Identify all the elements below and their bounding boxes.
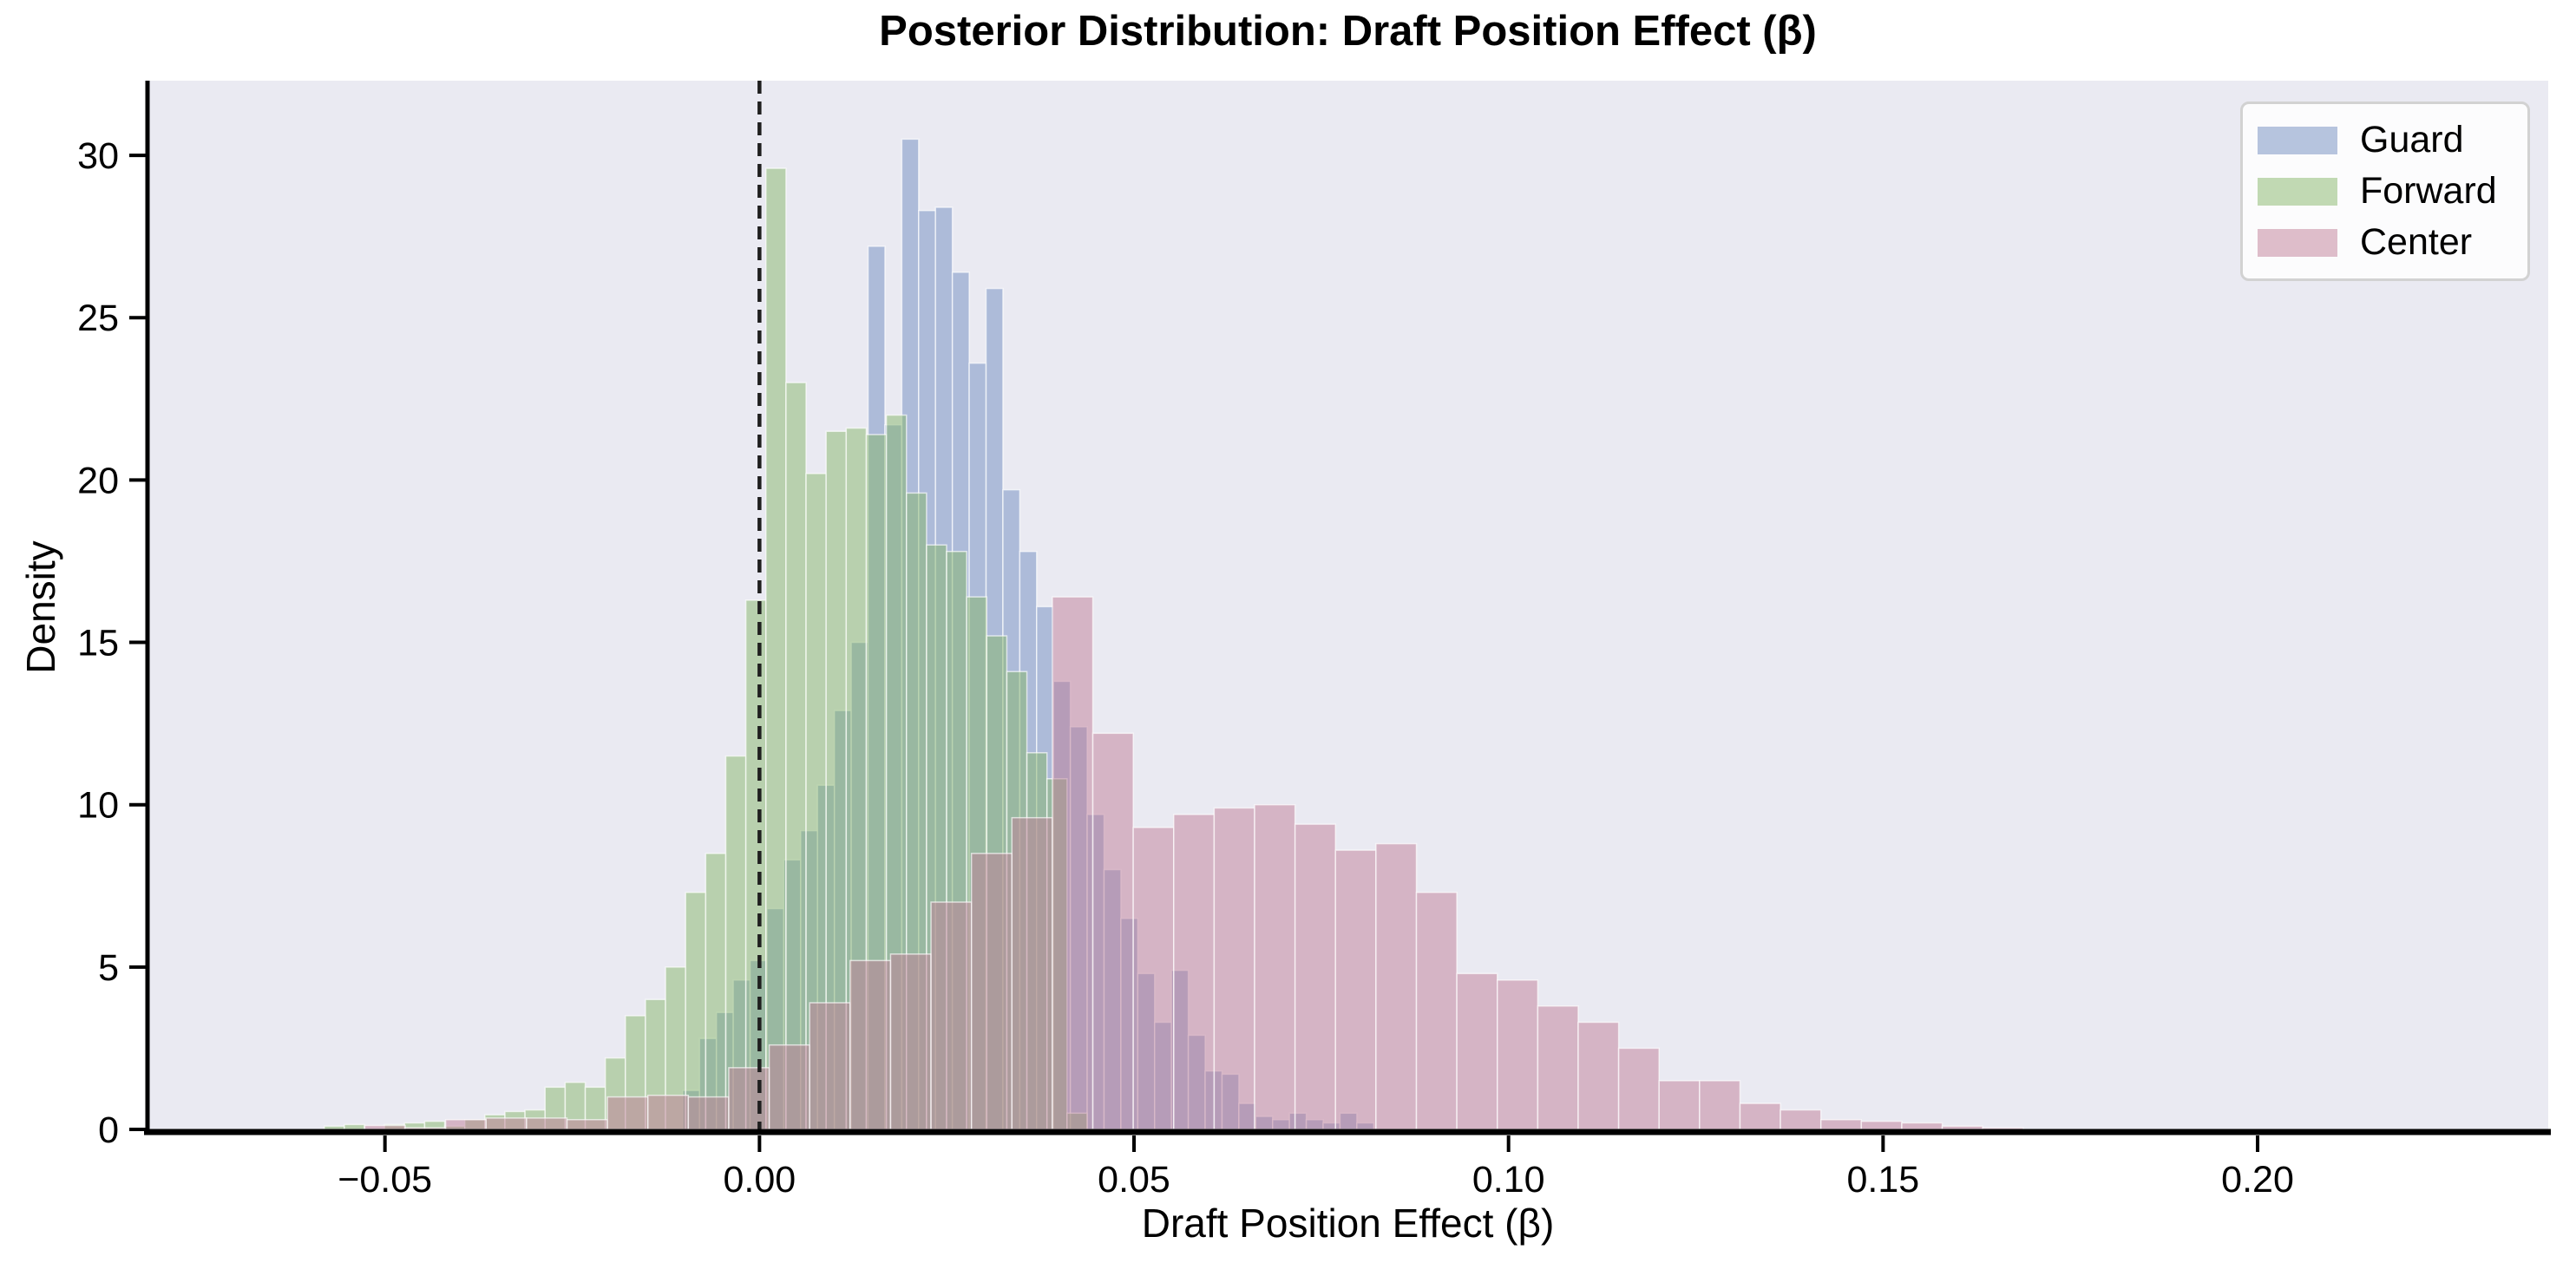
y-tick-label: 0 bbox=[98, 1109, 119, 1151]
histogram-bar-center bbox=[1819, 1119, 1863, 1130]
histogram-bar-center bbox=[1941, 1125, 1983, 1130]
legend-item-center: Center bbox=[2243, 224, 2527, 261]
y-tick-label: 20 bbox=[77, 460, 119, 501]
histogram-bar-center bbox=[1173, 814, 1216, 1130]
x-tick-label: 0.20 bbox=[2221, 1159, 2294, 1201]
y-tick-label: 5 bbox=[98, 947, 119, 989]
x-tick-label: 0.10 bbox=[1472, 1159, 1545, 1201]
histogram-bar-center bbox=[1091, 732, 1134, 1130]
histogram-bar-center bbox=[1617, 1047, 1660, 1130]
histogram-bar-forward bbox=[705, 853, 727, 1130]
histogram-bar-forward bbox=[785, 382, 807, 1130]
histogram-bar-center bbox=[606, 1096, 649, 1130]
y-tick-label: 10 bbox=[77, 785, 119, 827]
histogram-bar-center bbox=[1780, 1109, 1822, 1130]
legend-item-guard: Guard bbox=[2243, 121, 2527, 159]
histogram-bar-center bbox=[566, 1119, 608, 1130]
histogram-bar-center bbox=[1739, 1103, 1781, 1130]
histogram-bar-forward bbox=[685, 892, 707, 1130]
x-tick-label: 0.15 bbox=[1847, 1159, 1920, 1201]
histogram-bar-center bbox=[526, 1117, 568, 1130]
histogram-bar-center bbox=[768, 1044, 810, 1130]
histogram-bar-center bbox=[1860, 1120, 1903, 1130]
histogram-bar-center bbox=[728, 1067, 770, 1130]
x-tick-label: −0.05 bbox=[338, 1159, 432, 1201]
y-axis-label: Density bbox=[18, 540, 63, 674]
histogram-bar-center bbox=[970, 853, 1013, 1130]
histogram-bar-center bbox=[889, 953, 932, 1130]
histogram-bar-center bbox=[1254, 803, 1296, 1130]
histogram-bar-center bbox=[646, 1094, 690, 1130]
histogram-bar-center bbox=[364, 1124, 406, 1130]
histogram-bar-forward bbox=[344, 1123, 365, 1130]
chart-title: Posterior Distribution: Draft Position E… bbox=[879, 8, 1817, 55]
y-tick-label: 25 bbox=[77, 298, 119, 339]
legend-label: Center bbox=[2360, 221, 2473, 263]
histogram-bar-center bbox=[1577, 1021, 1620, 1130]
legend: Guard Forward Center bbox=[2240, 101, 2530, 281]
histogram-bar-center bbox=[1496, 979, 1539, 1130]
y-tick-label: 15 bbox=[77, 623, 119, 664]
histogram-bar-forward bbox=[744, 599, 767, 1130]
legend-swatch-center bbox=[2258, 228, 2337, 257]
histogram-bar-center bbox=[444, 1119, 487, 1130]
legend-label: Forward bbox=[2360, 170, 2497, 212]
histogram-bar-forward bbox=[324, 1125, 345, 1130]
histogram-bar-center bbox=[849, 959, 892, 1130]
histogram-bar-center bbox=[1011, 816, 1053, 1130]
histogram-bar-center bbox=[1901, 1122, 1943, 1130]
x-axis-label: Draft Position Effect (β) bbox=[1141, 1201, 1555, 1246]
histogram-bar-center bbox=[1132, 827, 1175, 1130]
histogram-bar-center bbox=[1294, 823, 1337, 1130]
legend-swatch-forward bbox=[2258, 177, 2337, 206]
histogram-bar-center bbox=[485, 1117, 528, 1130]
y-tick-label: 30 bbox=[77, 135, 119, 177]
legend-label: Guard bbox=[2360, 119, 2464, 160]
legend-swatch-guard bbox=[2258, 126, 2337, 154]
x-tick-label: 0.05 bbox=[1098, 1159, 1170, 1201]
histogram-bar-center bbox=[1699, 1080, 1741, 1130]
histogram-bar-center bbox=[1658, 1080, 1701, 1130]
histogram-bar-center bbox=[1334, 849, 1377, 1130]
histogram-bar-center bbox=[809, 1002, 851, 1130]
legend-item-forward: Forward bbox=[2243, 173, 2527, 210]
histogram-bar-center bbox=[1456, 972, 1498, 1130]
x-tick-label: 0.00 bbox=[723, 1159, 796, 1201]
histogram-bar-center bbox=[1213, 807, 1255, 1130]
histogram-bar-center bbox=[1052, 596, 1094, 1130]
histogram-bar-center bbox=[1537, 1005, 1579, 1130]
histogram-bar-center bbox=[930, 901, 973, 1130]
histogram-bar-center bbox=[1375, 842, 1418, 1130]
histogram-bar-center bbox=[687, 1096, 730, 1130]
histogram-bar-forward bbox=[765, 167, 787, 1130]
histogram-bar-center bbox=[1415, 892, 1458, 1130]
